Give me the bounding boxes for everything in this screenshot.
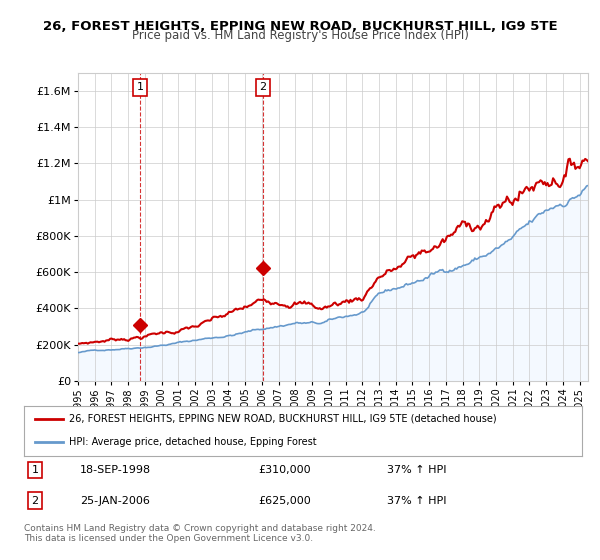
Text: 37% ↑ HPI: 37% ↑ HPI — [387, 496, 446, 506]
Text: 37% ↑ HPI: 37% ↑ HPI — [387, 465, 446, 475]
Text: 1: 1 — [137, 82, 144, 92]
Text: 18-SEP-1998: 18-SEP-1998 — [80, 465, 151, 475]
Text: Contains HM Land Registry data © Crown copyright and database right 2024.
This d: Contains HM Land Registry data © Crown c… — [24, 524, 376, 543]
Text: 26, FOREST HEIGHTS, EPPING NEW ROAD, BUCKHURST HILL, IG9 5TE: 26, FOREST HEIGHTS, EPPING NEW ROAD, BUC… — [43, 20, 557, 32]
Text: 2: 2 — [260, 82, 266, 92]
Text: 2: 2 — [32, 496, 39, 506]
Text: Price paid vs. HM Land Registry's House Price Index (HPI): Price paid vs. HM Land Registry's House … — [131, 29, 469, 42]
Text: £310,000: £310,000 — [259, 465, 311, 475]
Text: 25-JAN-2006: 25-JAN-2006 — [80, 496, 149, 506]
Text: 1: 1 — [32, 465, 38, 475]
Text: £625,000: £625,000 — [259, 496, 311, 506]
Text: 26, FOREST HEIGHTS, EPPING NEW ROAD, BUCKHURST HILL, IG9 5TE (detached house): 26, FOREST HEIGHTS, EPPING NEW ROAD, BUC… — [68, 414, 496, 423]
Text: HPI: Average price, detached house, Epping Forest: HPI: Average price, detached house, Eppi… — [68, 437, 316, 447]
